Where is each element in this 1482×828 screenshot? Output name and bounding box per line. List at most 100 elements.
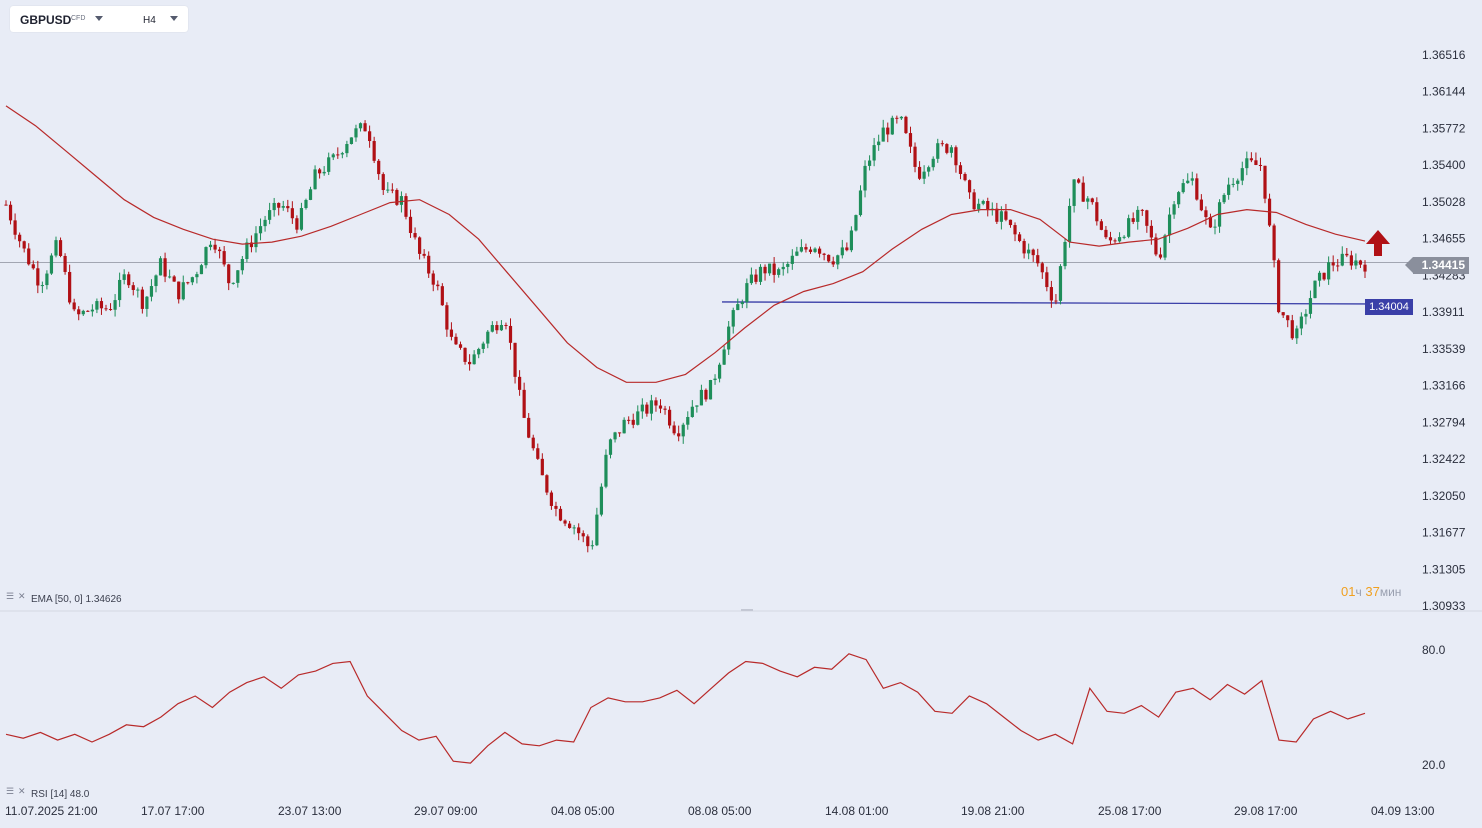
candle-body <box>1177 192 1181 205</box>
candle-body <box>717 364 722 379</box>
level-price-tag[interactable]: 1.34004 <box>1365 299 1413 315</box>
candle-body <box>463 347 467 362</box>
candle-body <box>399 196 404 205</box>
candle-body <box>449 329 454 337</box>
candle-body <box>899 116 903 119</box>
candle-body <box>31 264 35 269</box>
candle-body <box>913 146 917 167</box>
close-icon[interactable]: ✕ <box>18 591 26 601</box>
y-tick-label: 1.32794 <box>1422 415 1466 429</box>
close-icon[interactable]: ✕ <box>18 786 26 796</box>
candle-body <box>558 508 563 521</box>
candle-body <box>40 285 44 287</box>
candle-body <box>681 424 685 437</box>
candle-body <box>1213 226 1217 228</box>
candle-body <box>227 264 231 284</box>
candle-body <box>999 211 1003 222</box>
candle-body <box>699 389 704 406</box>
x-tick-label: 23.07 13:00 <box>278 804 342 818</box>
candle-body <box>86 310 90 312</box>
timeframe-selector[interactable]: H4 <box>143 15 156 26</box>
candle-body <box>667 409 672 426</box>
candle-body <box>1345 253 1349 256</box>
candle-body <box>454 336 458 345</box>
candle-body <box>1258 164 1263 166</box>
candle-body <box>136 289 140 291</box>
candle-body <box>1327 262 1331 280</box>
candle-body <box>122 274 126 280</box>
candle-body <box>740 302 744 305</box>
list-icon[interactable]: ☰ <box>6 591 15 601</box>
candle-body <box>972 192 976 210</box>
ema-indicator-label: EMA [50, 0] 1.34626 <box>31 594 122 605</box>
candle-body <box>581 533 585 537</box>
candle-body <box>1127 218 1131 237</box>
x-tick-label: 04.08 05:00 <box>551 804 615 818</box>
candle-body <box>917 166 922 179</box>
candle-body <box>1036 255 1040 264</box>
symbol-selector[interactable]: GBPUSD CFD H4 <box>10 6 188 32</box>
candle-body <box>695 405 699 407</box>
candle-body <box>958 165 963 174</box>
candle-body <box>867 160 872 166</box>
chevron-down-icon[interactable] <box>170 16 178 21</box>
candle-body <box>72 302 76 310</box>
candle-body <box>1245 158 1249 169</box>
candle-body <box>1117 237 1122 242</box>
candle-body <box>1049 287 1053 301</box>
candle-body <box>772 263 776 275</box>
candle-body <box>222 251 226 265</box>
candle-body <box>68 271 72 303</box>
candle-body <box>1336 265 1340 267</box>
candle-body <box>4 204 8 206</box>
candle-body <box>1249 158 1253 161</box>
candle-body <box>1281 312 1285 316</box>
candle-body <box>690 406 694 418</box>
candle-body <box>549 492 554 506</box>
candle-body <box>777 269 781 275</box>
candle-body <box>1081 182 1085 202</box>
candle-body <box>381 174 385 191</box>
y-tick-label: 1.32050 <box>1422 489 1466 503</box>
candle-body <box>427 255 431 274</box>
y-tick-label: 1.31305 <box>1422 562 1466 576</box>
candle-body <box>817 248 822 254</box>
candle-body <box>722 349 726 365</box>
candle-body <box>131 285 135 290</box>
candle-body <box>1181 183 1185 193</box>
candle-body <box>927 167 931 172</box>
candle-body <box>663 408 667 410</box>
candle-body <box>422 253 426 256</box>
candle-body <box>358 123 363 129</box>
candle-body <box>45 273 49 286</box>
candle-body <box>577 527 581 534</box>
candle-body <box>831 261 835 265</box>
candle-body <box>645 404 649 414</box>
candle-body <box>654 400 658 406</box>
y-tick-label: 1.33539 <box>1422 342 1466 356</box>
chevron-down-icon[interactable] <box>95 16 103 21</box>
candle-body <box>908 133 913 147</box>
candle-body <box>404 196 408 217</box>
candle-body <box>372 141 376 161</box>
candle-body <box>481 343 485 349</box>
candle-body <box>286 206 290 209</box>
candle-body <box>513 342 517 377</box>
candle-body <box>858 190 863 216</box>
candle-body <box>490 325 494 332</box>
candle-body <box>940 143 944 145</box>
list-icon[interactable]: ☰ <box>6 786 15 796</box>
pane-resize-handle[interactable] <box>741 609 753 611</box>
candle-body <box>904 116 908 134</box>
candle-body <box>240 258 244 271</box>
candle-body <box>495 325 499 331</box>
candle-body <box>254 233 258 248</box>
y-tick-label: 1.36144 <box>1422 85 1466 99</box>
candle-body <box>149 286 154 297</box>
candle-body <box>963 173 967 181</box>
candle-body <box>677 433 681 437</box>
candle-body <box>527 417 531 438</box>
candle-body <box>1136 209 1140 222</box>
candle-body <box>418 237 422 254</box>
